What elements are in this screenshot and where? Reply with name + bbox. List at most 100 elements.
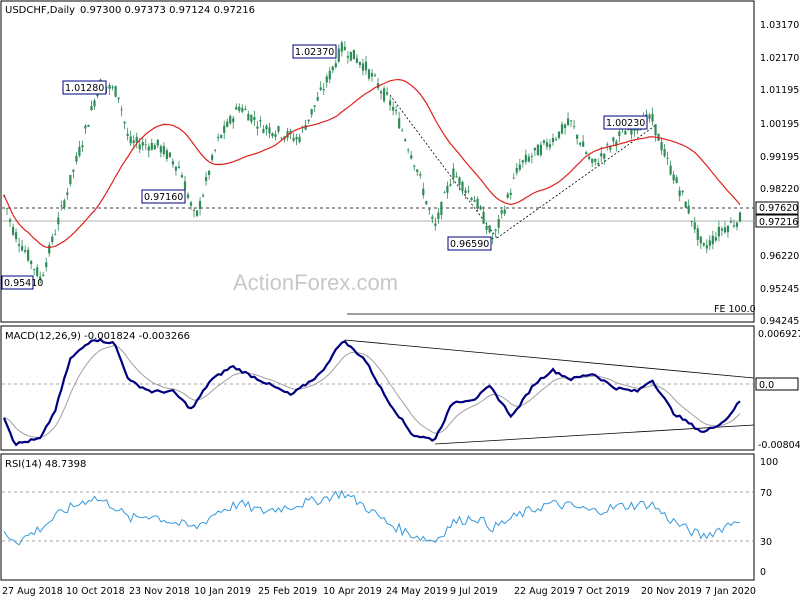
rsi-line [3, 489, 741, 546]
candle-body [150, 142, 153, 150]
tag-dashed-level: 0.97620 [755, 201, 799, 215]
candle-body [379, 91, 383, 94]
candle-body [672, 174, 675, 181]
candle-body [708, 240, 711, 246]
candle-body [455, 176, 458, 178]
svg-text:1.00230: 1.00230 [606, 118, 645, 129]
macd-title: MACD(12,26,9) -0.001824 -0.003266 [5, 331, 190, 342]
candle-body [313, 105, 316, 107]
svg-text:0.97620: 0.97620 [759, 203, 798, 214]
candle-body [141, 142, 144, 146]
price-tick: 0.99195 [760, 152, 799, 163]
candle-body [138, 144, 141, 150]
x-axis: 27 Aug 2018 10 Oct 2018 23 Nov 2018 10 J… [2, 586, 756, 597]
x-tick: 10 Jan 2019 [194, 586, 251, 597]
svg-text:0.97216: 0.97216 [759, 217, 798, 228]
x-tick: 25 Feb 2019 [258, 586, 317, 597]
candle-body [636, 128, 639, 131]
candle-body [14, 232, 18, 240]
candle-body [407, 149, 410, 151]
candle-body [696, 228, 699, 240]
candle-body [310, 109, 313, 115]
candle-body [401, 130, 404, 132]
candle-body [153, 145, 156, 150]
candle-body [11, 226, 15, 235]
candle-body [8, 219, 12, 222]
candle-body [591, 158, 594, 163]
candle-body [162, 146, 165, 155]
candle-body [195, 210, 199, 216]
candle-body [579, 143, 582, 145]
candle-body [171, 161, 175, 165]
candle-body [443, 192, 446, 194]
candle-body [120, 109, 123, 111]
candle-body [732, 225, 736, 227]
candle-body [69, 174, 72, 185]
candle-body [186, 194, 190, 198]
rsi-tick: 100 [760, 457, 778, 468]
candle-body [422, 188, 425, 196]
candle-body [382, 88, 386, 102]
macd-signal-line [3, 345, 741, 438]
candle-body [174, 166, 178, 171]
tag-current-price: 0.97216 [755, 214, 799, 228]
candle-body [20, 246, 24, 251]
candle-body [681, 190, 684, 193]
candle-body [292, 137, 295, 141]
candle-body [192, 210, 196, 211]
candle-body [24, 250, 27, 252]
svg-text:0.97160: 0.97160 [144, 192, 183, 203]
trendline-up [496, 124, 657, 239]
candle-body [476, 198, 479, 209]
candle-body [654, 124, 657, 136]
x-tick: 10 Oct 2018 [66, 586, 125, 597]
candle-body [177, 166, 181, 169]
candle-body [334, 63, 337, 68]
label-high-oct2018: 1.01280 [62, 80, 107, 95]
rsi-tick: 70 [760, 488, 772, 499]
candle-body [57, 217, 60, 225]
macd-tick: 0.0 [759, 380, 774, 391]
price-header-ohlc: 0.97300 0.97373 0.97124 0.97216 [80, 5, 255, 16]
candle-body [663, 149, 666, 157]
candle-body [398, 118, 401, 129]
svg-text:1.01280: 1.01280 [65, 83, 104, 94]
candle-body [404, 139, 407, 142]
candle-body [458, 177, 461, 186]
candle-body [217, 136, 220, 139]
candle-body [117, 97, 120, 100]
candle-body [527, 156, 530, 162]
candle-body [428, 209, 431, 210]
candle-body [720, 228, 724, 231]
candle-body [183, 181, 187, 190]
candle-body [54, 234, 57, 236]
candle-body [669, 165, 672, 175]
candle-body [30, 261, 33, 264]
candle-body [201, 195, 205, 197]
svg-text:0.96590: 0.96590 [450, 239, 489, 250]
candle-body [274, 134, 277, 137]
candle-body [684, 201, 687, 208]
candle-body [467, 190, 470, 192]
candle-body [27, 249, 30, 261]
candle-body [497, 218, 500, 228]
candle-body [569, 120, 573, 122]
candle-body [105, 86, 108, 88]
candle-body [609, 146, 612, 150]
x-tick: 20 Nov 2019 [641, 586, 702, 597]
price-tick: 0.94245 [760, 316, 799, 327]
candle-body [232, 118, 235, 123]
candle-body [126, 133, 129, 136]
candle-body [370, 73, 374, 77]
candle-body [551, 138, 555, 143]
candle-body [373, 74, 377, 76]
candle-body [624, 130, 627, 135]
candle-body [594, 158, 597, 162]
candle-body [325, 76, 328, 83]
label-low-start: 0.95410 [1, 275, 43, 290]
price-header-symbol: USDCHF,Daily [5, 5, 75, 16]
macd-tick: -0.008049 [758, 440, 800, 451]
candle-body [651, 113, 654, 122]
label-high-apr2019: 1.02370 [292, 44, 337, 59]
candle-body [606, 144, 609, 146]
